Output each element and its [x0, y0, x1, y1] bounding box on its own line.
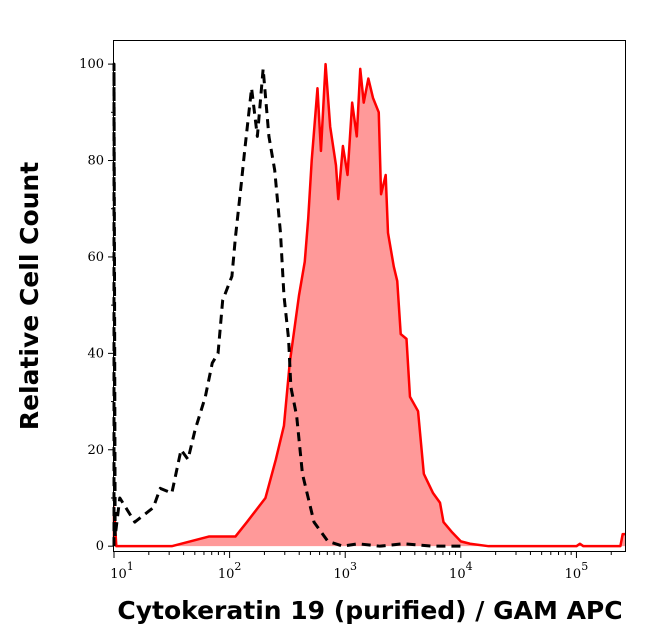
x-tick-label: 101 [110, 560, 134, 582]
y-tick-label: 20 [87, 443, 104, 458]
x-tick-label: 103 [333, 560, 357, 582]
y-tick-label: 60 [87, 250, 104, 265]
y-axis-title: Relative Cell Count [15, 162, 44, 430]
y-tick-label: 40 [87, 346, 104, 361]
y-tick-label: 80 [87, 154, 104, 169]
x-tick-label: 104 [449, 560, 473, 582]
series-1-fill [114, 64, 625, 547]
series-0-line [112, 62, 461, 548]
series-1-line [112, 62, 625, 548]
x-tick-label: 105 [565, 560, 589, 582]
x-axis-title: Cytokeratin 19 (purified) / GAM APC [117, 596, 622, 625]
x-tick-label: 102 [218, 560, 242, 582]
axis-layer: 0 20 40 60 80 100 101 102 103 104 105 [79, 57, 612, 582]
plot-frame [113, 40, 626, 552]
y-tick-label: 100 [79, 57, 104, 72]
y-tick-label: 0 [96, 539, 104, 554]
series-layer [112, 62, 625, 548]
